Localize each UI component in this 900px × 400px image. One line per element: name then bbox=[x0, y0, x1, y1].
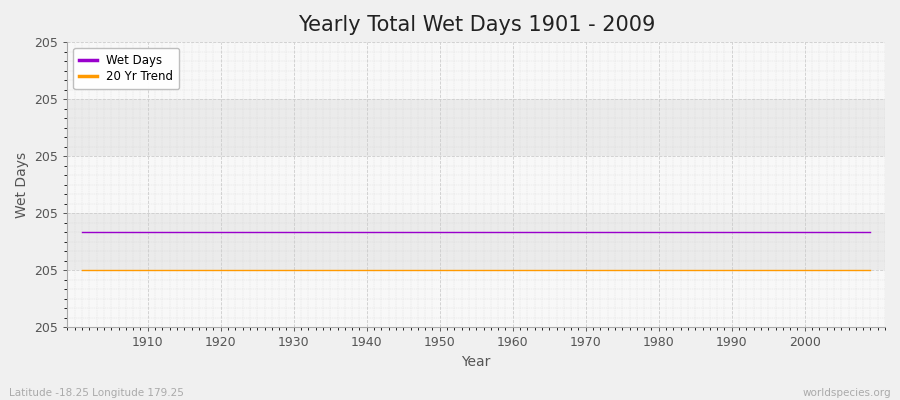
Legend: Wet Days, 20 Yr Trend: Wet Days, 20 Yr Trend bbox=[74, 48, 179, 89]
Wet Days bbox=[339, 230, 350, 235]
20 Yr Trend bbox=[135, 268, 146, 273]
Wet Days bbox=[295, 230, 306, 235]
Wet Days bbox=[508, 230, 518, 235]
20 Yr Trend bbox=[508, 268, 518, 273]
Wet Days bbox=[865, 230, 876, 235]
X-axis label: Year: Year bbox=[462, 355, 490, 369]
Title: Yearly Total Wet Days 1901 - 2009: Yearly Total Wet Days 1901 - 2009 bbox=[298, 15, 655, 35]
20 Yr Trend bbox=[76, 268, 87, 273]
Text: worldspecies.org: worldspecies.org bbox=[803, 388, 891, 398]
Text: Latitude -18.25 Longitude 179.25: Latitude -18.25 Longitude 179.25 bbox=[9, 388, 184, 398]
Wet Days bbox=[135, 230, 146, 235]
Wet Days bbox=[500, 230, 511, 235]
20 Yr Trend bbox=[595, 268, 606, 273]
20 Yr Trend bbox=[865, 268, 876, 273]
Bar bbox=[68, 213, 885, 270]
20 Yr Trend bbox=[295, 268, 306, 273]
Wet Days bbox=[595, 230, 606, 235]
20 Yr Trend bbox=[500, 268, 511, 273]
Y-axis label: Wet Days: Wet Days bbox=[15, 152, 29, 218]
Bar bbox=[68, 99, 885, 156]
20 Yr Trend bbox=[339, 268, 350, 273]
Wet Days bbox=[76, 230, 87, 235]
